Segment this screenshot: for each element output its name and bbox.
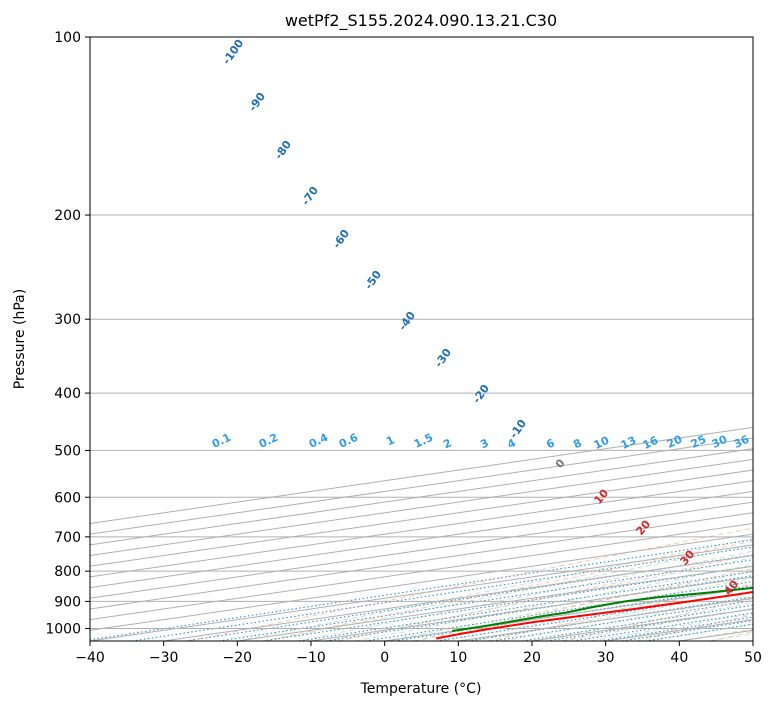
mixing-ratio-label: 36 bbox=[732, 433, 752, 451]
y-tick-label: 900 bbox=[54, 594, 81, 610]
x-tick-label: 20 bbox=[523, 650, 541, 666]
isotherm-lines bbox=[90, 426, 753, 641]
isotherm-line bbox=[90, 448, 753, 546]
profile-lines bbox=[436, 586, 753, 640]
mixing-ratio-line bbox=[572, 612, 753, 641]
mixing-ratio-label: 25 bbox=[689, 433, 708, 451]
mixing-ratio-lines bbox=[90, 539, 753, 641]
mixing-ratio-line bbox=[599, 616, 753, 641]
dry-adiabat-line bbox=[188, 527, 753, 641]
x-tick-label: 30 bbox=[597, 650, 615, 666]
x-tick-label: −20 bbox=[223, 650, 253, 666]
mixing-ratio-line bbox=[131, 546, 753, 641]
x-tick-label: 0 bbox=[380, 650, 389, 666]
moist-adiabat-line bbox=[502, 596, 753, 641]
y-tick-label: 200 bbox=[54, 208, 81, 224]
isotherm-line bbox=[90, 469, 753, 567]
mixing-ratio-label: 13 bbox=[619, 434, 638, 452]
dry-adiabat-line bbox=[412, 568, 753, 641]
mixing-ratio-line bbox=[522, 604, 753, 641]
y-tick-label: 600 bbox=[54, 490, 81, 506]
mixing-ratio-label: 30 bbox=[710, 433, 730, 451]
isotherm-line bbox=[90, 522, 753, 621]
y-axis-label: Pressure (hPa) bbox=[12, 289, 28, 389]
isobar-lines bbox=[90, 37, 753, 629]
y-tick-label: 500 bbox=[54, 443, 81, 459]
y-tick-label: 400 bbox=[54, 386, 81, 402]
mixing-ratio-label: 20 bbox=[665, 433, 685, 451]
x-tick-label: −10 bbox=[296, 650, 326, 666]
dewpoint-line bbox=[451, 586, 753, 632]
background-lines bbox=[90, 37, 753, 641]
isotherm-line bbox=[90, 458, 753, 557]
x-tick-label: 10 bbox=[449, 650, 467, 666]
x-axis-label: Temperature (°C) bbox=[360, 681, 482, 697]
x-axis-ticks: −40 −30 −20 −10 0 10 20 30 40 50 bbox=[75, 641, 762, 666]
plot-frame bbox=[89, 36, 754, 642]
isotherm-line bbox=[90, 480, 753, 578]
dry-adiabat-lines bbox=[188, 527, 753, 641]
y-tick-label: 800 bbox=[54, 564, 81, 580]
x-tick-label: 40 bbox=[670, 650, 688, 666]
isotherm-line bbox=[90, 501, 753, 599]
y-tick-label: 1000 bbox=[45, 621, 81, 637]
dry-adiabat-line bbox=[263, 540, 753, 641]
mixing-ratio-line bbox=[492, 600, 753, 641]
isotherm-line bbox=[90, 512, 753, 610]
x-tick-label: −40 bbox=[75, 650, 105, 666]
chart-title: wetPf2_S155.2024.090.13.21.C30 bbox=[285, 11, 557, 31]
mixing-ratio-label: 16 bbox=[641, 434, 661, 452]
y-tick-label: 700 bbox=[54, 530, 81, 546]
y-tick-label: 300 bbox=[54, 312, 81, 328]
isotherm-line bbox=[90, 533, 753, 631]
mixing-ratio-line bbox=[546, 608, 753, 641]
x-tick-label: −30 bbox=[149, 650, 179, 666]
y-axis-ticks: 100 200 300 400 500 600 700 800 900 1000 bbox=[45, 30, 90, 637]
y-tick-label: 100 bbox=[54, 30, 81, 46]
moist-adiabat-line bbox=[355, 563, 753, 641]
mixing-ratio-line bbox=[90, 539, 753, 641]
isopleth-labels: -100-90-80-70-60-50-40-30-20-100.1 0.2 0.4… bbox=[210, 37, 752, 598]
mixing-ratio-line bbox=[185, 554, 753, 641]
isotherm-line bbox=[90, 490, 753, 589]
x-tick-label: 50 bbox=[744, 650, 762, 666]
temperature-line bbox=[436, 591, 753, 640]
mixing-ratio-label: 10 bbox=[592, 434, 612, 452]
